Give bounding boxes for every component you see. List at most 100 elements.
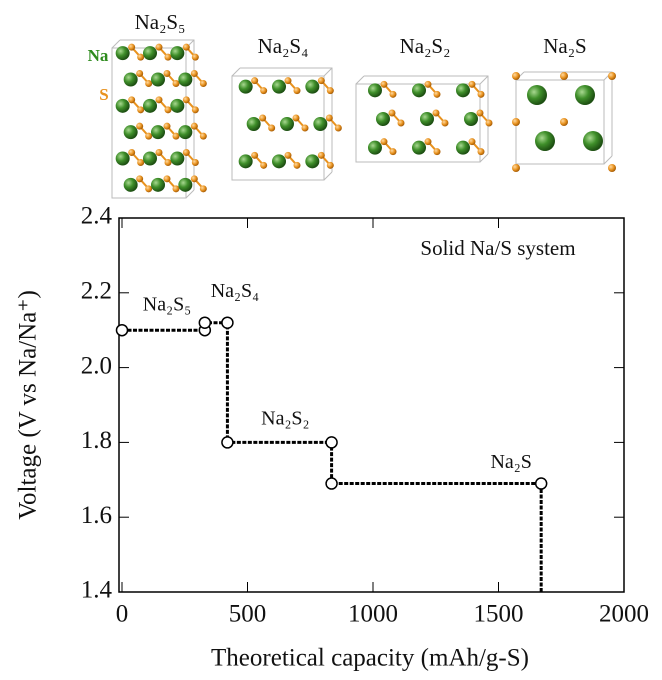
s-atom [156,149,163,156]
s-atom [381,81,388,88]
y-tick-label: 1.8 [81,427,112,454]
s-atom [145,185,152,192]
s-atom [560,118,568,126]
s-atom [469,138,476,145]
point-label: Na₂S₄ [211,280,259,302]
na-atom [376,112,390,126]
s-atom [200,185,207,192]
s-atom [137,106,144,113]
na-atom [535,131,555,151]
na-atom [178,178,192,192]
s-atom [164,123,171,130]
na-atom [143,99,157,113]
s-atom [302,125,309,132]
na-atom [305,154,319,168]
s-atom [165,54,172,61]
na-atom [178,125,192,139]
na-atom [247,117,261,131]
s-atom [260,87,267,94]
s-atom [425,138,432,145]
x-tick-label: 500 [229,601,267,628]
s-atom [251,152,258,159]
s-atom [335,125,342,132]
s-atom [165,106,172,113]
s-atom [294,87,301,94]
s-atom [318,152,325,159]
s-atom [434,91,441,98]
na-atom [464,112,478,126]
s-atom [145,80,152,87]
cell-edge [112,40,194,198]
na-atom [368,83,382,97]
s-atom [156,44,163,51]
point-label: Na₂S [490,451,531,473]
s-atom [398,120,405,127]
element-label: Na [88,46,109,65]
data-point [222,317,233,328]
structure-label: Na₂S₄ [258,34,309,58]
s-atom [260,162,267,169]
s-atom [469,81,476,88]
x-tick-label: 1500 [474,601,524,628]
s-atom [512,164,520,172]
x-axis-label: Theoretical capacity (mAh/g-S) [211,645,529,672]
s-atom [173,133,180,140]
s-atom [136,70,143,77]
s-atom [251,77,258,84]
s-atom [486,120,493,127]
x-tick-label: 2000 [599,601,649,628]
s-atom [128,96,135,103]
na-atom [151,73,165,87]
s-atom [183,149,190,156]
s-atom [145,133,152,140]
s-atom [425,81,432,88]
s-atom [268,125,275,132]
na-atom [124,125,138,139]
data-point [326,478,337,489]
s-atom [389,110,396,117]
na-atom [456,83,470,97]
na-atom [124,73,138,87]
s-atom [165,159,172,166]
s-atom [433,110,440,117]
data-point [326,437,337,448]
s-atom [200,80,207,87]
na-atom [583,131,603,151]
x-tick-label: 1000 [348,601,398,628]
s-atom [191,175,198,182]
s-atom [192,54,199,61]
s-atom [285,77,292,84]
y-axis-label: Voltage (V vs Na/Na⁺) [15,290,42,520]
y-tick-label: 2.0 [81,352,112,379]
s-atom [191,123,198,130]
data-point [536,478,547,489]
series-line [122,323,541,484]
na-atom [420,112,434,126]
na-atom [151,178,165,192]
s-atom [390,148,397,155]
s-atom [128,149,135,156]
na-atom [116,46,130,60]
na-atom [280,117,294,131]
y-tick-label: 1.6 [81,502,112,529]
na-atom [116,99,130,113]
na-atom [272,80,286,94]
s-atom [183,96,190,103]
s-atom [326,115,333,122]
data-point [222,437,233,448]
na-atom [178,73,192,87]
s-atom [192,159,199,166]
s-atom [285,152,292,159]
data-point [199,317,210,328]
na-atom [527,85,547,105]
s-atom [294,162,301,169]
s-atom [608,72,616,80]
plot-frame [119,218,624,592]
na-atom [143,46,157,60]
s-atom [478,91,485,98]
na-atom [575,85,595,105]
data-point [117,325,128,336]
s-atom [128,44,135,51]
na-atom [456,141,470,155]
